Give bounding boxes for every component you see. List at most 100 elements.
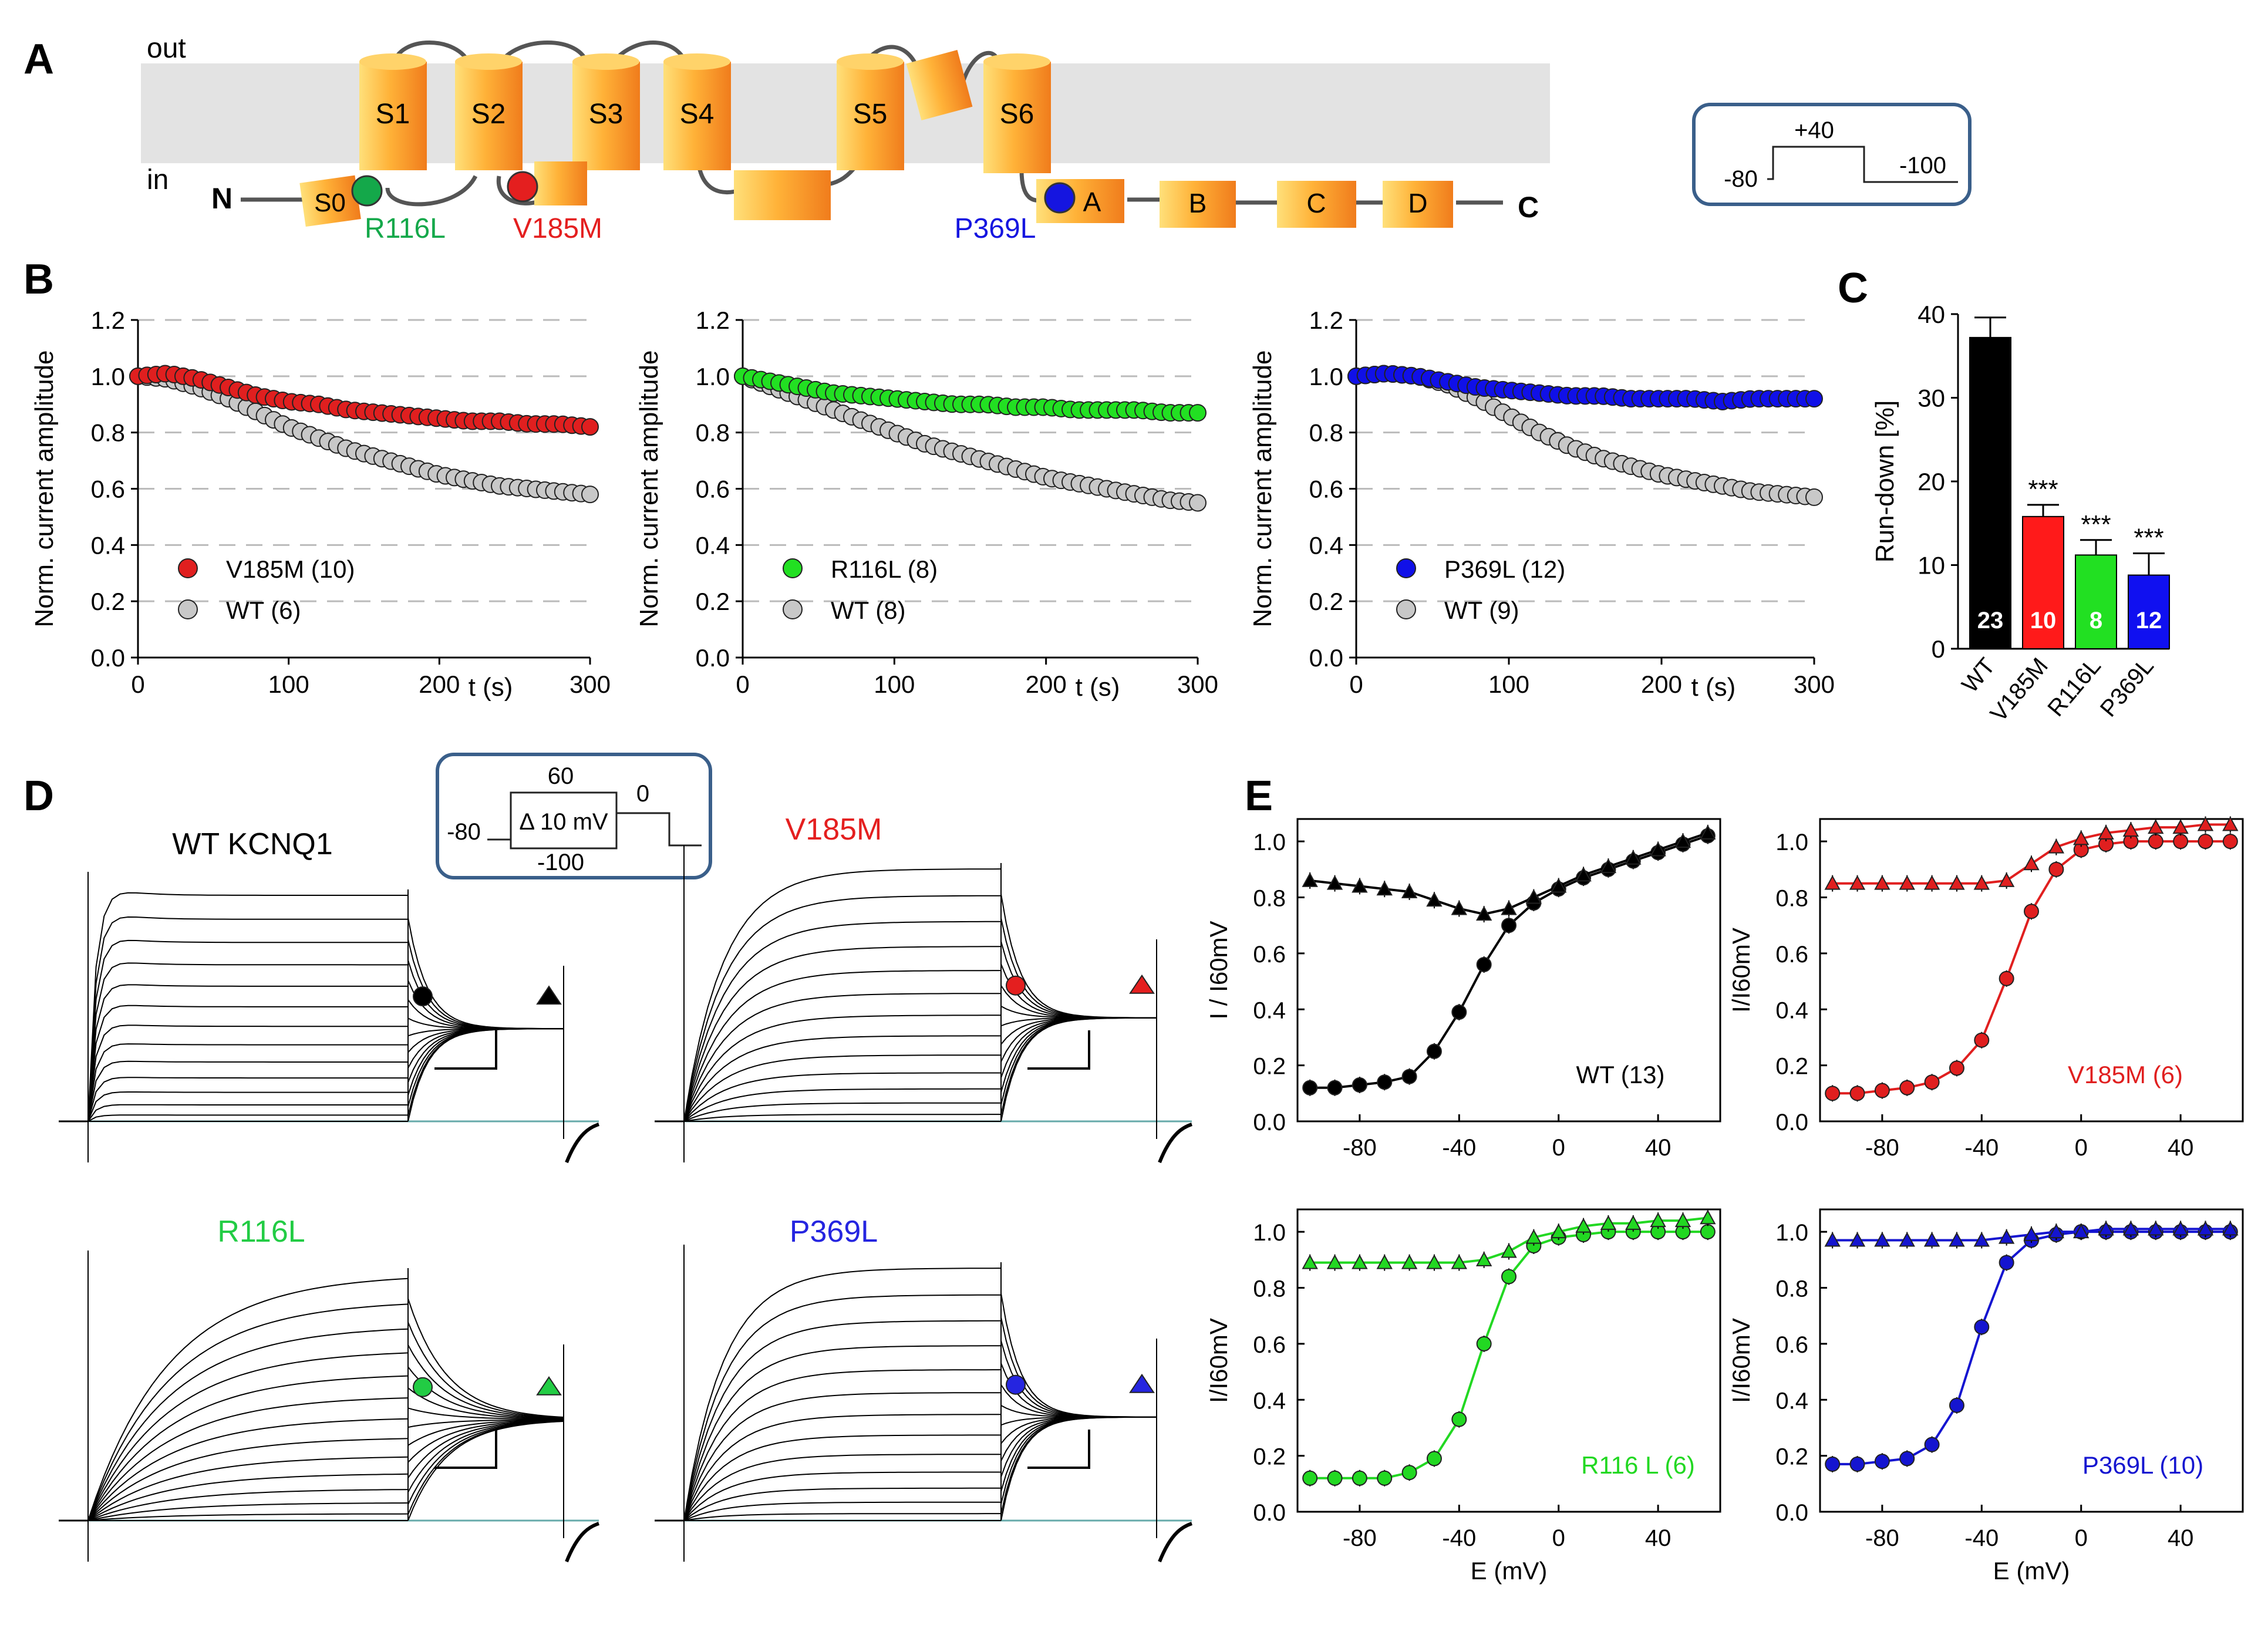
deactivation-current [1158, 1522, 1192, 1563]
inactivation-point [2023, 1226, 2040, 1241]
step-trace [683, 1035, 1001, 1122]
x-tick-label: 200 [419, 670, 460, 698]
activation-point [1501, 1269, 1517, 1285]
inactivation-point [1874, 875, 1890, 890]
inactivation-point [1376, 1254, 1393, 1269]
pore-helix [906, 50, 973, 120]
data-point-wt [1805, 488, 1823, 506]
inactivation-point [1973, 1232, 1990, 1247]
inactivation-point [2222, 816, 2239, 831]
circle-marker [1006, 975, 1026, 996]
segment-s2: S2 [455, 53, 523, 170]
inactivation-point [1949, 1232, 1965, 1247]
helix-b: B [1160, 181, 1236, 228]
step-trace [683, 1501, 1001, 1521]
fit-curve [1832, 840, 2230, 1095]
tail-trace [407, 918, 564, 1030]
x-tick-label: 0 [1552, 1135, 1565, 1161]
step-trace [87, 939, 408, 1122]
y-tick-label: 1.2 [1309, 306, 1343, 334]
y-axis-label: I/I60mV [1727, 928, 1755, 1013]
activation-point [1874, 1083, 1890, 1098]
y-axis-label: I/I60mV [1727, 1318, 1755, 1403]
plot-frame [1296, 818, 1721, 1123]
y-tick-label: 1.0 [1775, 830, 1808, 855]
svg-text:-100: -100 [1899, 153, 1946, 178]
inactivation-point [1326, 1254, 1343, 1269]
x-tick-label: 200 [1026, 670, 1067, 698]
step-trace [87, 1024, 408, 1122]
svg-text:S4: S4 [680, 99, 715, 130]
triangle-marker [1129, 974, 1155, 994]
voltage-protocol-d: 60 -80 Δ 10 mV -100 0 [436, 753, 712, 879]
activation-point [1377, 1470, 1393, 1486]
trace-title: WT KCNQ1 [172, 827, 333, 861]
activation-point [1327, 1080, 1343, 1096]
step-trace [683, 1102, 1001, 1122]
tail-trace [407, 1028, 564, 1116]
inactivation-point [2197, 816, 2214, 831]
activation-point [2048, 861, 2064, 877]
trace-title: P369L [790, 1215, 878, 1249]
inactivation-point [1475, 906, 1492, 921]
mutation-dot-p369l [1044, 182, 1076, 214]
triangle-marker [536, 985, 562, 1005]
out-label: out [147, 33, 186, 64]
tail-trace [407, 1419, 564, 1446]
step-trace [683, 1487, 1001, 1521]
y-tick-label: 0.2 [1309, 588, 1343, 615]
tail-trace [407, 1420, 564, 1463]
activation-point [1476, 1336, 1492, 1351]
tail-trace [407, 1387, 564, 1420]
inactivation-point [2073, 830, 2090, 845]
x-axis-label: t (s) [1076, 673, 1120, 702]
inactivation-point [2048, 838, 2065, 854]
activation-point [1352, 1470, 1367, 1486]
y-tick-label: 0.4 [696, 531, 730, 559]
y-tick-label: 0.8 [91, 419, 125, 447]
step-trace [87, 1104, 408, 1122]
y-tick-label: 0.8 [1253, 886, 1286, 912]
activation-point [1924, 1437, 1940, 1452]
x-tick-label: -40 [1442, 1525, 1476, 1551]
step-trace [683, 1072, 1001, 1122]
inactivation-point [1426, 892, 1443, 907]
step-trace [683, 1454, 1001, 1521]
x-tick-label: -40 [1964, 1135, 1999, 1161]
y-tick-label: 10 [1917, 552, 1945, 579]
panel-letter-d: D [23, 773, 54, 820]
x-tick-label: 40 [1645, 1135, 1671, 1161]
x-tick-label: 0 [1552, 1525, 1565, 1551]
activation-point [1949, 1397, 1964, 1413]
inactivation-point [2148, 819, 2164, 834]
bar-n-label: 12 [2136, 608, 2162, 633]
x-tick-label: -40 [1442, 1135, 1476, 1161]
y-tick-label: 0.6 [91, 476, 125, 503]
fit-curve [1310, 834, 1708, 1089]
current-traces-v185m: V185M [655, 813, 1192, 1164]
inactivation-point [1849, 875, 1866, 890]
deactivation-current [1158, 1123, 1192, 1164]
n-terminus-label: N [211, 182, 232, 215]
step-trace [87, 1278, 409, 1521]
step-trace [683, 868, 1002, 1122]
x-tick-label: 40 [2168, 1525, 2194, 1551]
tail-trace [407, 1407, 564, 1420]
iv-plot-wt: 0.0 0.2 0.4 0.6 0.8 1.0 -80 -40 0 40 I / I60mV WT (… [1205, 818, 1721, 1161]
step-trace [87, 892, 408, 1122]
y-tick-label: 0.8 [1775, 1276, 1808, 1302]
inactivation-point [1401, 883, 1418, 898]
tail-trace [1000, 918, 1157, 1019]
activation-point [1825, 1086, 1841, 1101]
inactivation-point [1923, 1232, 1940, 1247]
inactivation-point [1401, 1254, 1418, 1269]
step-trace [87, 984, 408, 1122]
data-point-r116l [1189, 404, 1207, 422]
x-tick-label: 0 [2075, 1525, 2088, 1551]
svg-text:-80: -80 [447, 819, 481, 845]
tail-trace [1000, 1317, 1157, 1418]
y-tick-label: 20 [1917, 468, 1945, 496]
panel-letter-e: E [1245, 773, 1273, 820]
step-trace [87, 1303, 409, 1521]
step-trace [87, 1502, 409, 1521]
